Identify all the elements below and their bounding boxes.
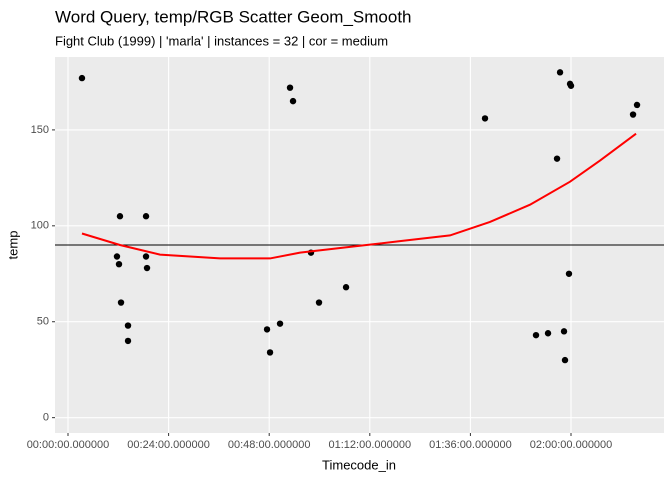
x-tick-label: 01:12:00.000000 xyxy=(329,439,412,451)
point xyxy=(115,260,123,268)
y-tick-label: 50 xyxy=(37,316,49,328)
chart-subtitle: Fight Club (1999) | 'marla' | instances … xyxy=(55,33,388,48)
point xyxy=(289,97,297,105)
x-tick-label: 01:36:00.000000 xyxy=(429,439,512,451)
point xyxy=(556,69,564,76)
point xyxy=(143,264,151,272)
smooth-line xyxy=(81,132,637,260)
point xyxy=(78,74,86,82)
point xyxy=(560,328,568,335)
point xyxy=(553,155,561,162)
point xyxy=(266,349,274,356)
x-tick-label: 00:48:00.000000 xyxy=(228,439,311,451)
y-tick-label: 150 xyxy=(31,124,49,136)
point xyxy=(565,270,573,277)
point xyxy=(117,299,125,306)
point xyxy=(276,320,284,327)
point xyxy=(629,111,637,118)
point xyxy=(263,326,271,333)
y-tick-label: 100 xyxy=(31,220,49,232)
chart-title: Word Query, temp/RGB Scatter Geom_Smooth xyxy=(55,7,412,26)
point xyxy=(561,356,569,364)
point xyxy=(116,213,124,220)
x-tick-label: 02:00:00.000000 xyxy=(530,439,613,451)
point xyxy=(142,253,150,260)
point xyxy=(481,115,489,122)
point xyxy=(124,322,132,329)
point xyxy=(124,337,132,345)
point xyxy=(633,101,641,109)
point xyxy=(342,284,350,291)
x-tick-label: 00:24:00.000000 xyxy=(127,439,210,451)
point xyxy=(532,331,540,339)
point xyxy=(142,213,150,220)
x-axis-label: Timecode_in xyxy=(322,457,396,472)
point xyxy=(544,330,552,337)
point xyxy=(286,84,294,91)
x-tick-label: 00:00:00.000000 xyxy=(27,439,110,451)
point xyxy=(567,82,575,89)
y-tick-label: 0 xyxy=(43,412,49,424)
y-axis-label: temp xyxy=(5,231,20,260)
point xyxy=(113,253,121,260)
point xyxy=(315,299,323,306)
